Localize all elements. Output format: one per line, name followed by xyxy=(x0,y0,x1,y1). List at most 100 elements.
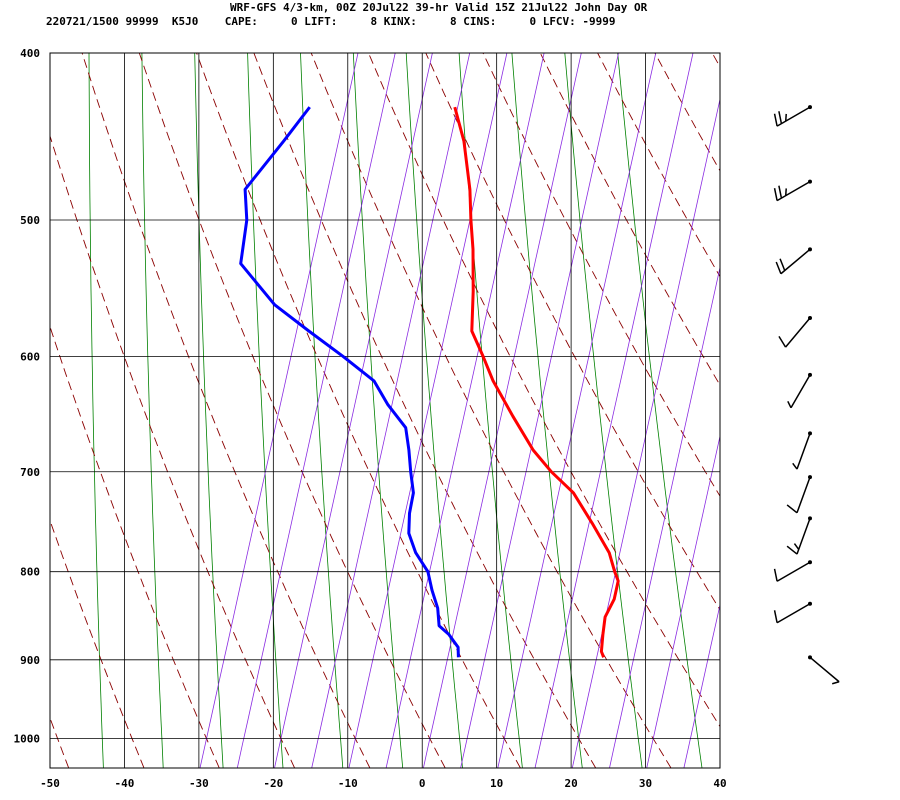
moist-adiabat-line xyxy=(423,53,582,768)
moist-adiabat-line xyxy=(497,53,657,768)
dry-adiabat-line xyxy=(827,53,900,768)
wind-barb-shaft xyxy=(776,603,811,624)
wind-barb xyxy=(773,179,812,202)
mixing-ratio-line xyxy=(88,53,104,768)
wind-barb xyxy=(773,560,812,582)
pressure-tick-label: 600 xyxy=(20,350,40,363)
dry-adiabat-line xyxy=(50,134,296,768)
mixing-ratio-line xyxy=(511,53,583,768)
moist-adiabat-line xyxy=(721,53,879,768)
wind-barb-base xyxy=(808,655,812,660)
wind-barb xyxy=(808,655,840,685)
wind-barb-base xyxy=(808,560,812,565)
temperature-tick-label: 20 xyxy=(564,777,577,790)
moist-adiabat-line xyxy=(460,53,619,768)
moist-adiabat-line xyxy=(348,53,508,768)
dry-adiabat-line xyxy=(654,53,720,172)
dry-adiabat-line xyxy=(310,53,672,768)
wind-barb-shaft xyxy=(776,561,811,582)
dry-adiabat-line xyxy=(425,53,720,611)
temperature-trace xyxy=(453,106,620,658)
dry-adiabat-line xyxy=(81,53,371,768)
moist-adiabat-line xyxy=(534,53,694,768)
wind-barb xyxy=(773,601,812,624)
mixing-ratio-line xyxy=(458,53,523,768)
temperature-tick-label: 30 xyxy=(639,777,652,790)
wind-barb-flag xyxy=(786,545,798,555)
isotherm-isobar-grid xyxy=(50,53,720,768)
wind-barb-shaft xyxy=(796,433,811,470)
temperature-tick-label: -10 xyxy=(338,777,358,790)
temperature-tick-label: -40 xyxy=(115,777,135,790)
wind-barb-flag xyxy=(773,610,778,623)
dry-adiabat-line xyxy=(482,53,720,497)
dry-adiabat-line xyxy=(539,53,720,386)
wind-barb-base xyxy=(808,247,812,252)
pressure-tick-label: 900 xyxy=(20,654,40,667)
moist-adiabat-line xyxy=(758,53,900,768)
wind-barb-flag xyxy=(792,462,798,470)
wind-barb-shaft xyxy=(790,374,811,409)
moist-adiabat-line xyxy=(236,53,396,768)
plot-frame xyxy=(49,52,721,769)
wind-barb-flag xyxy=(773,568,778,582)
mixing-ratio-line xyxy=(194,53,224,768)
sounding-traces xyxy=(239,106,620,658)
wind-barb xyxy=(792,431,812,470)
wind-barb xyxy=(786,516,812,555)
wind-barb-flag xyxy=(831,681,840,685)
temperature-tick-label: -20 xyxy=(263,777,283,790)
pressure-tick-label: 700 xyxy=(20,466,40,479)
pressure-tick-label: 1000 xyxy=(14,733,41,746)
moist-adiabat-line xyxy=(609,265,720,768)
dry-adiabat-line xyxy=(50,325,220,768)
wind-barb-base xyxy=(808,516,812,521)
dry-adiabat-line xyxy=(196,53,521,768)
dry-adiabat-line xyxy=(884,53,900,768)
wind-barb-base xyxy=(808,316,812,321)
wind-barb-flag xyxy=(775,261,782,275)
wind-barb-shaft xyxy=(776,180,811,202)
temperature-axis: -50 -40 -30 -20 -10 0 10 20 30 40 xyxy=(40,777,727,790)
wind-barb-base xyxy=(808,105,812,110)
pressure-tick-label: 500 xyxy=(20,214,40,227)
temperature-tick-label: 40 xyxy=(713,777,726,790)
wind-barb-shaft xyxy=(780,248,811,275)
mixing-ratio-line xyxy=(300,53,344,768)
moist-adiabat-line xyxy=(796,53,900,768)
mixing-ratio-line xyxy=(564,53,643,768)
wind-barb-flag xyxy=(787,400,792,409)
wind-barb-base xyxy=(808,601,812,606)
moist-adiabat-line xyxy=(199,53,359,768)
wind-barb-flag xyxy=(793,543,800,550)
mixing-ratio-line xyxy=(247,53,284,768)
wind-barb-base xyxy=(808,179,812,184)
wind-barb-shaft xyxy=(784,317,811,348)
wind-barb-shaft xyxy=(776,106,811,127)
wind-barb-shaft xyxy=(796,476,811,514)
moist-adiabat-line xyxy=(311,53,471,768)
dry-adiabat-line xyxy=(138,53,446,768)
wind-barb-base xyxy=(808,475,812,480)
dry-adiabat-line xyxy=(711,53,720,68)
moist-adiabat-line xyxy=(274,53,433,768)
wind-barb xyxy=(775,247,812,275)
mixing-ratio-line xyxy=(352,53,404,768)
temperature-tick-label: 0 xyxy=(419,777,426,790)
wind-barb-base xyxy=(808,372,812,377)
wind-barb-flag xyxy=(773,188,778,201)
dewpoint-trace xyxy=(239,106,460,658)
wind-barb-base xyxy=(808,431,812,436)
dry-adiabat-line xyxy=(597,53,720,278)
wind-barb xyxy=(787,372,812,409)
moist-adiabat-line xyxy=(646,434,720,768)
temperature-tick-label: -50 xyxy=(40,777,60,790)
temperature-tick-label: 10 xyxy=(490,777,503,790)
pressure-tick-label: 400 xyxy=(20,47,40,60)
pressure-axis: 400 500 600 700 800 900 1000 xyxy=(14,47,41,746)
sounding-stats: 220721/1500 99999 K5J0 CAPE: 0 LIFT: 8 K… xyxy=(46,15,616,28)
mixing-ratio-line xyxy=(405,53,463,768)
dry-adiabat-line xyxy=(50,519,145,768)
moist-adiabat-line xyxy=(683,602,720,768)
